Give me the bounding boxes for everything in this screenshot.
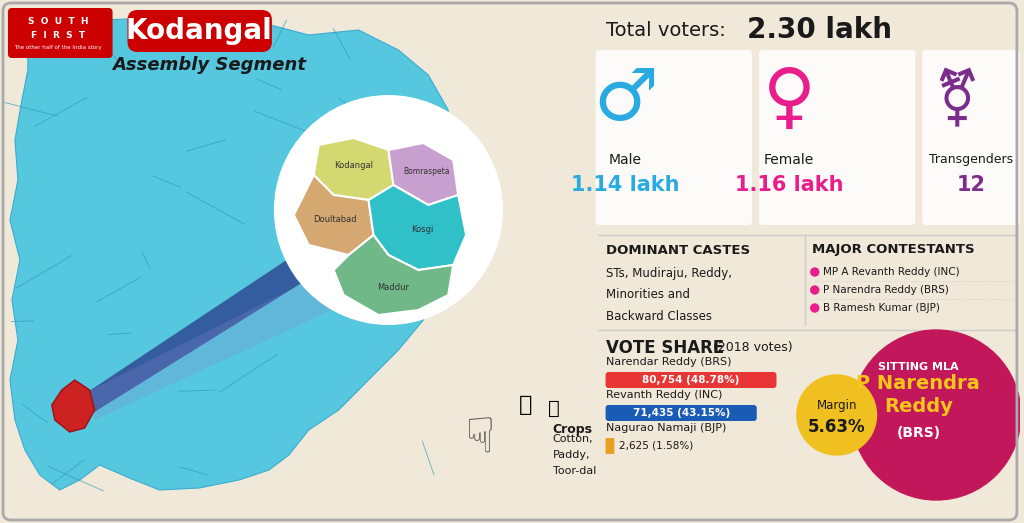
Circle shape — [797, 375, 877, 455]
Text: P Narendra
Reddy: P Narendra Reddy — [856, 374, 980, 416]
Text: Doultabad: Doultabad — [313, 215, 356, 224]
Text: ♂: ♂ — [593, 65, 657, 134]
Polygon shape — [52, 380, 94, 432]
Text: 2,625 (1.58%): 2,625 (1.58%) — [620, 441, 693, 451]
Polygon shape — [88, 232, 339, 415]
Text: Total voters:: Total voters: — [605, 20, 725, 40]
Text: Transgenders: Transgenders — [929, 153, 1013, 166]
Circle shape — [811, 268, 819, 276]
Text: Cotton,
Paddy,
Toor-dal: Cotton, Paddy, Toor-dal — [553, 434, 596, 476]
Text: Female: Female — [764, 153, 814, 167]
Text: ♀: ♀ — [763, 65, 815, 134]
Text: 71,435 (43.15%): 71,435 (43.15%) — [633, 408, 730, 418]
Text: 80,754 (48.78%): 80,754 (48.78%) — [642, 375, 739, 385]
Polygon shape — [294, 175, 374, 255]
Text: MAJOR CONTESTANTS: MAJOR CONTESTANTS — [812, 244, 975, 256]
Text: Maddur: Maddur — [378, 283, 410, 292]
Text: Nagurao Namaji (BJP): Nagurao Namaji (BJP) — [605, 423, 726, 433]
Text: Assembly Segment: Assembly Segment — [113, 56, 306, 74]
Text: Crops: Crops — [553, 424, 593, 437]
Text: Margin: Margin — [816, 399, 857, 412]
Text: P Narendra Reddy (BRS): P Narendra Reddy (BRS) — [822, 285, 948, 295]
Text: 12: 12 — [956, 175, 986, 195]
Text: S  O  U  T  H: S O U T H — [28, 17, 88, 27]
FancyBboxPatch shape — [923, 50, 1020, 225]
FancyBboxPatch shape — [596, 50, 752, 225]
FancyBboxPatch shape — [605, 372, 776, 388]
FancyBboxPatch shape — [128, 10, 272, 52]
Text: 1.14 lakh: 1.14 lakh — [571, 175, 680, 195]
Text: Bomraspeta: Bomraspeta — [403, 167, 450, 176]
Text: MP A Revanth Reddy (INC): MP A Revanth Reddy (INC) — [822, 267, 959, 277]
Text: VOTE SHARE: VOTE SHARE — [605, 339, 724, 357]
Text: Kodangal: Kodangal — [334, 161, 373, 169]
Text: Kosgi: Kosgi — [411, 225, 433, 234]
Polygon shape — [369, 185, 466, 270]
Text: 5.63%: 5.63% — [808, 418, 865, 436]
FancyBboxPatch shape — [8, 8, 113, 58]
Text: ⚧: ⚧ — [933, 71, 979, 130]
Text: STs, Mudiraju, Reddy,
Minorities and
Backward Classes: STs, Mudiraju, Reddy, Minorities and Bac… — [605, 267, 731, 323]
Text: 2.30 lakh: 2.30 lakh — [746, 16, 892, 44]
FancyBboxPatch shape — [759, 50, 915, 225]
FancyBboxPatch shape — [605, 438, 614, 454]
Text: ☞: ☞ — [450, 416, 497, 460]
FancyBboxPatch shape — [605, 405, 757, 421]
Text: Revanth Reddy (INC): Revanth Reddy (INC) — [605, 390, 722, 400]
Polygon shape — [334, 235, 454, 315]
Circle shape — [811, 304, 819, 312]
Polygon shape — [88, 235, 419, 420]
Text: DOMINANT CASTES: DOMINANT CASTES — [605, 244, 750, 256]
Circle shape — [270, 91, 507, 329]
Text: Narendar Reddy (BRS): Narendar Reddy (BRS) — [605, 357, 731, 367]
Polygon shape — [10, 18, 458, 490]
Text: The other half of the India story: The other half of the India story — [14, 46, 101, 51]
Text: F  I  R  S  T: F I R S T — [31, 31, 85, 40]
Text: 🌾: 🌾 — [519, 395, 532, 415]
Polygon shape — [388, 143, 458, 205]
Circle shape — [852, 330, 1021, 500]
Text: (BRS): (BRS) — [896, 426, 940, 440]
Text: B Ramesh Kumar (BJP): B Ramesh Kumar (BJP) — [822, 303, 940, 313]
Text: 1.16 lakh: 1.16 lakh — [734, 175, 843, 195]
Circle shape — [811, 286, 819, 294]
Text: SITTING MLA: SITTING MLA — [878, 362, 958, 372]
Text: 🌿: 🌿 — [548, 399, 560, 417]
Text: Male: Male — [609, 153, 642, 167]
Text: (2018 votes): (2018 votes) — [713, 342, 793, 355]
Polygon shape — [313, 138, 393, 200]
Text: Kodangal: Kodangal — [126, 17, 272, 45]
